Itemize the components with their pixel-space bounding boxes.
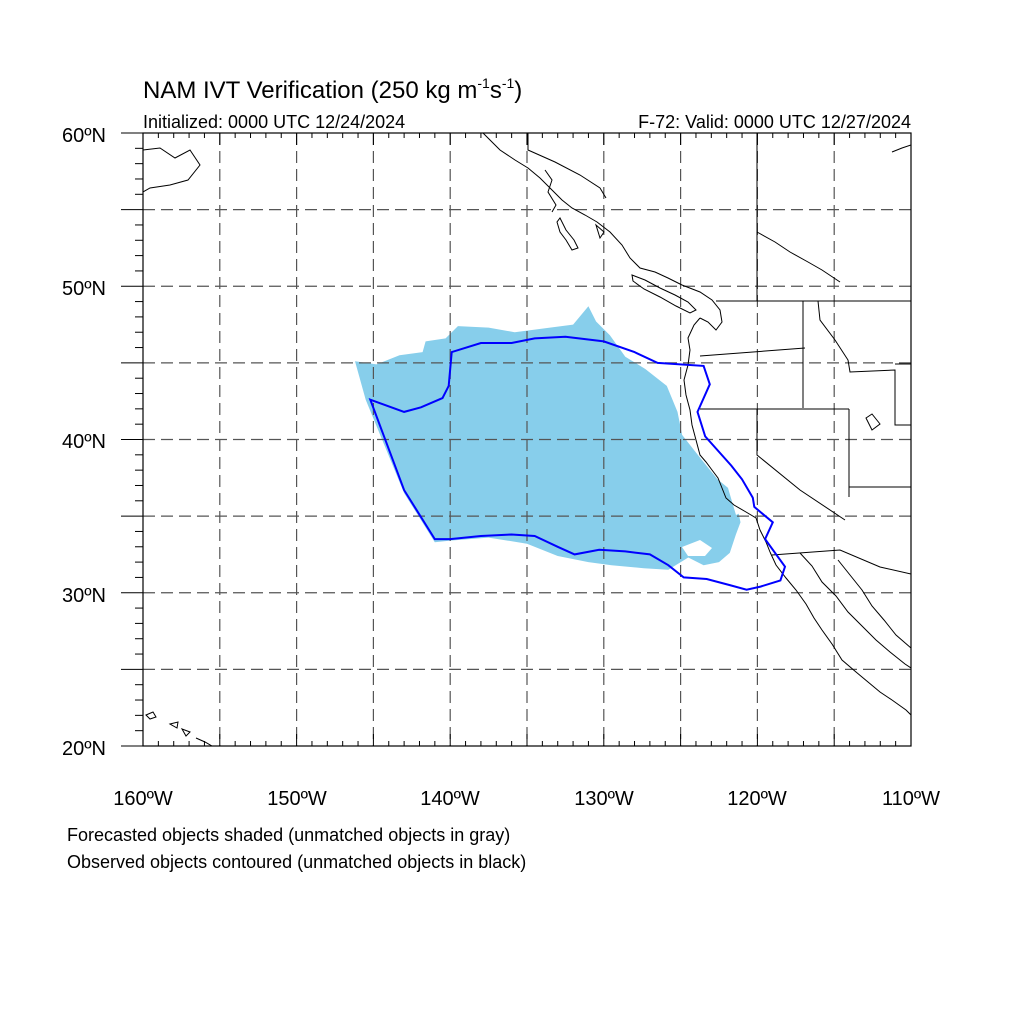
map-title: NAM IVT Verification (250 kg m-1s-1) (143, 75, 522, 104)
coastline-baja-california (769, 551, 911, 716)
lon-label-150w: 150ºW (267, 788, 327, 810)
coastline-hudson-bay-corner (891, 144, 911, 153)
lon-label-130w: 130ºW (574, 788, 634, 810)
init-time-label: Initialized: 0000 UTC 12/24/2024 (143, 112, 405, 132)
lon-label-160w: 160ºW (113, 788, 173, 810)
coastline-arctic-west (143, 147, 201, 193)
border-oregon-washington (699, 347, 806, 357)
lat-label-50n: 50ºN (62, 278, 106, 300)
observed-object-contoured (368, 335, 787, 591)
coastline-vancouver-island (631, 274, 697, 314)
lon-label-120w: 120ºW (727, 788, 787, 810)
forecast-hole (682, 488, 746, 556)
lat-label-20n: 20ºN (62, 738, 106, 760)
border-idaho-montana (817, 300, 911, 426)
lake-great-salt (865, 413, 881, 431)
border-alaska-canada (527, 133, 607, 199)
forecast-ivt-object (355, 306, 741, 570)
coastline-alaska-bc (482, 133, 723, 331)
border-us-mexico (771, 549, 911, 575)
coastline-alaska-islands (544, 169, 605, 251)
footnote-forecast: Forecasted objects shaded (unmatched obj… (67, 825, 511, 845)
valid-time-label: F-72: Valid: 0000 UTC 12/27/2024 (638, 112, 911, 132)
coastline-gulf-of-california (799, 552, 911, 669)
lat-label-40n: 40ºN (62, 431, 106, 453)
coastline-us-west (683, 317, 771, 553)
latitude-labels: 60ºN 50ºN 40ºN 30ºN 20ºN (62, 125, 106, 760)
lat-label-30n: 30ºN (62, 585, 106, 607)
coastline-canadian-interior (756, 231, 841, 283)
border-california-nevada (756, 409, 846, 521)
coastline-mexico-mainland (837, 559, 911, 649)
coastlines-and-borders (143, 133, 911, 746)
lon-label-110w: 110ºW (882, 788, 940, 810)
coastline-hawaii (145, 711, 213, 746)
lon-label-140w: 140ºW (420, 788, 480, 810)
observed-ivt-object (368, 335, 787, 591)
axis-ticks (121, 132, 912, 747)
footnote-observed: Observed objects contoured (unmatched ob… (67, 852, 527, 872)
longitude-labels: 160ºW 150ºW 140ºW 130ºW 120ºW 110ºW (113, 788, 940, 810)
forecast-object-shaded (355, 306, 746, 570)
lat-label-60n: 60ºN (62, 125, 106, 147)
graticule (143, 133, 911, 746)
